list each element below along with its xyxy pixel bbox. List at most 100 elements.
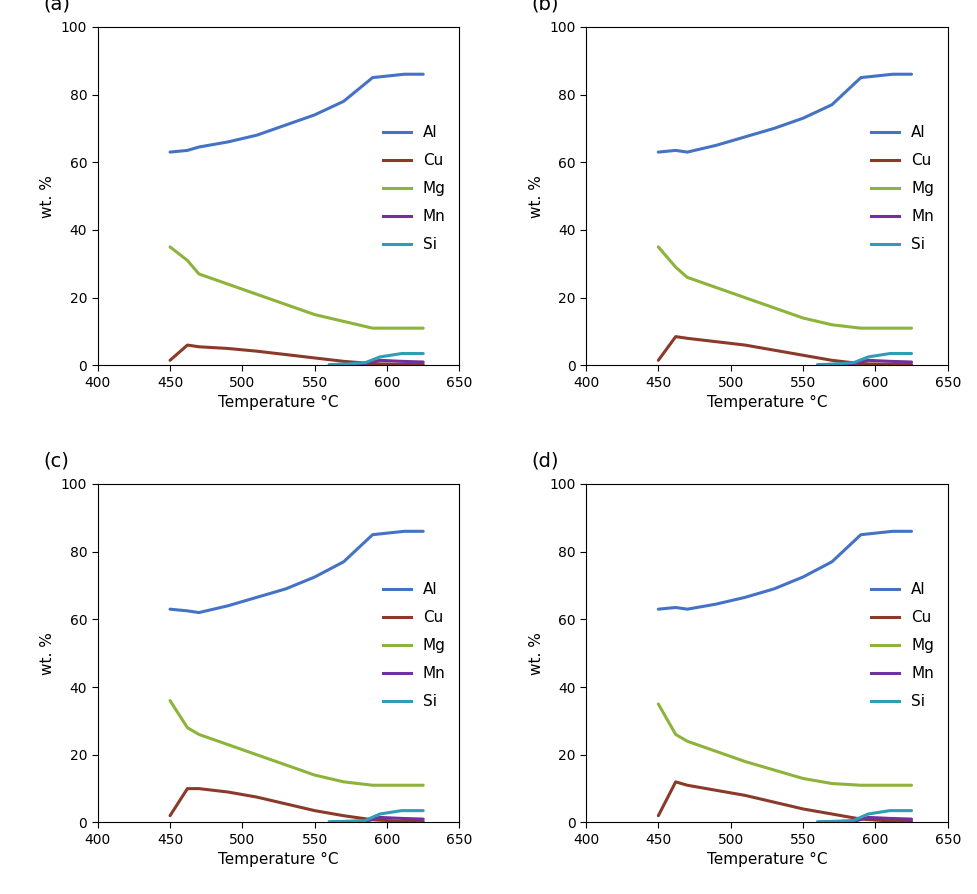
- Al: [251, 592, 263, 603]
- Al: [710, 599, 722, 610]
- Line: Mg: Mg: [658, 704, 912, 785]
- Line: Si: Si: [329, 353, 423, 365]
- Cu: [710, 336, 722, 347]
- Mg: [417, 323, 429, 333]
- Al: [399, 526, 410, 536]
- Al: [164, 147, 176, 157]
- Al: [906, 526, 917, 536]
- Line: Si: Si: [818, 811, 912, 822]
- Mg: [366, 780, 378, 790]
- Y-axis label: wt. %: wt. %: [529, 632, 543, 675]
- Cu: [309, 805, 320, 816]
- Al: [399, 69, 410, 80]
- Mg: [681, 736, 693, 746]
- Al: [855, 72, 867, 83]
- Al: [222, 137, 234, 148]
- Si: [374, 809, 386, 820]
- Y-axis label: wt. %: wt. %: [40, 632, 56, 675]
- Mg: [222, 739, 234, 750]
- Cu: [222, 787, 234, 797]
- Cu: [338, 810, 350, 821]
- Cu: [768, 797, 780, 807]
- Mn: [884, 813, 896, 823]
- Cu: [906, 815, 917, 826]
- Mg: [164, 696, 176, 706]
- Si: [396, 348, 407, 358]
- Al: [251, 130, 263, 140]
- Al: [280, 584, 292, 595]
- Cu: [280, 798, 292, 809]
- Cu: [417, 359, 429, 370]
- Al: [827, 556, 838, 567]
- Al: [417, 526, 429, 536]
- Line: Al: Al: [170, 531, 423, 612]
- Al: [855, 529, 867, 540]
- Mg: [653, 241, 664, 252]
- Mg: [740, 756, 751, 767]
- Al: [653, 603, 664, 614]
- Si: [417, 805, 429, 816]
- Line: Cu: Cu: [170, 345, 423, 365]
- Al: [653, 147, 664, 157]
- Mg: [710, 283, 722, 293]
- Cu: [399, 816, 410, 827]
- Mg: [887, 323, 899, 333]
- Cu: [182, 340, 193, 350]
- Cu: [887, 815, 899, 826]
- Cu: [164, 355, 176, 366]
- Mn: [863, 812, 874, 822]
- Al: [670, 145, 682, 156]
- Si: [884, 348, 896, 358]
- Cu: [193, 783, 205, 794]
- Text: (a): (a): [43, 0, 70, 13]
- X-axis label: Temperature °C: Temperature °C: [706, 853, 828, 867]
- Mn: [360, 358, 371, 369]
- Mg: [768, 764, 780, 775]
- Al: [309, 571, 320, 582]
- Mn: [833, 816, 845, 827]
- Si: [906, 805, 917, 816]
- Cu: [887, 359, 899, 370]
- Y-axis label: wt. %: wt. %: [40, 174, 56, 217]
- Si: [323, 816, 335, 827]
- Legend: Al, Cu, Mg, Mn, Si: Al, Cu, Mg, Mn, Si: [866, 119, 940, 258]
- Line: Cu: Cu: [170, 789, 423, 822]
- Mn: [863, 355, 874, 366]
- Cu: [797, 804, 809, 814]
- Cu: [222, 343, 234, 354]
- Cu: [309, 352, 320, 363]
- Cu: [399, 359, 410, 370]
- Cu: [710, 785, 722, 796]
- Cu: [417, 816, 429, 827]
- Al: [417, 69, 429, 80]
- Mg: [366, 323, 378, 333]
- Cu: [906, 359, 917, 370]
- Cu: [681, 333, 693, 343]
- Si: [345, 358, 357, 369]
- Mg: [193, 730, 205, 740]
- Al: [797, 113, 809, 123]
- Mg: [417, 780, 429, 790]
- Line: Al: Al: [170, 74, 423, 152]
- X-axis label: Temperature °C: Temperature °C: [706, 395, 828, 410]
- Al: [740, 131, 751, 142]
- Mn: [345, 359, 357, 370]
- Mg: [827, 319, 838, 330]
- Al: [309, 109, 320, 120]
- Mn: [396, 813, 407, 823]
- Mn: [360, 816, 371, 827]
- Al: [338, 96, 350, 106]
- Al: [887, 526, 899, 536]
- Mn: [396, 356, 407, 367]
- Line: Mn: Mn: [818, 360, 912, 365]
- Mg: [251, 289, 263, 299]
- Si: [360, 358, 371, 368]
- Mg: [887, 780, 899, 790]
- Mg: [855, 323, 867, 333]
- Text: (d): (d): [531, 451, 559, 470]
- Mg: [740, 292, 751, 303]
- X-axis label: Temperature °C: Temperature °C: [218, 853, 339, 867]
- Al: [768, 584, 780, 595]
- Cu: [797, 350, 809, 360]
- Legend: Al, Cu, Mg, Mn, Si: Al, Cu, Mg, Mn, Si: [377, 119, 451, 258]
